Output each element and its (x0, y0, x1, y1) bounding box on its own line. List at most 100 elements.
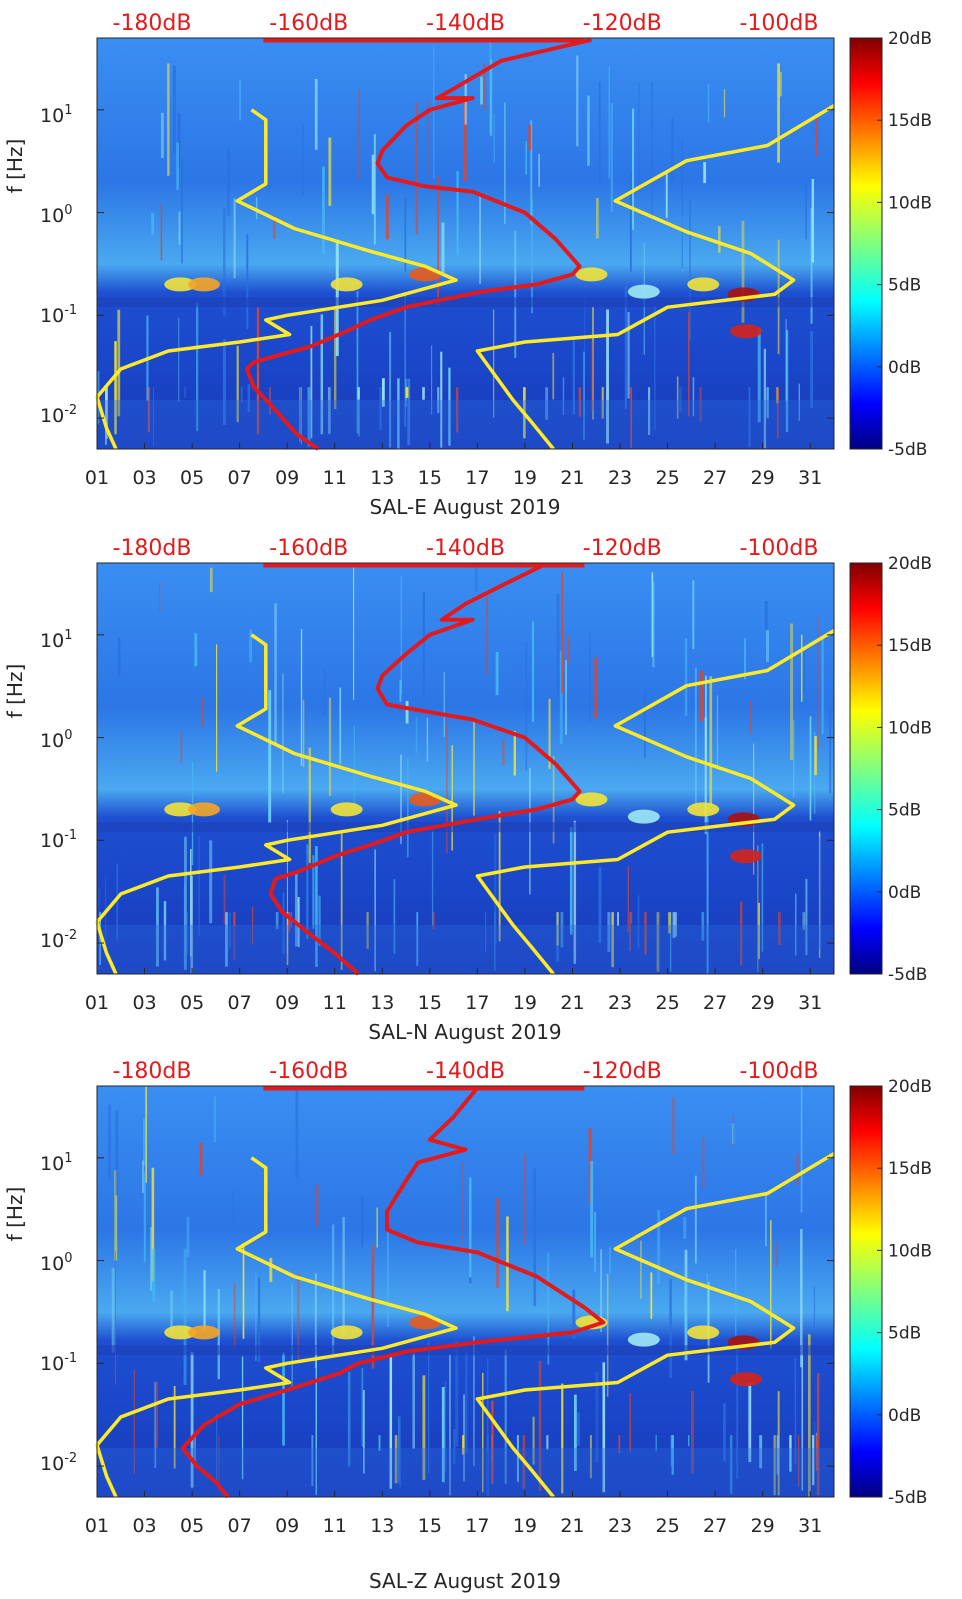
x-tick-label: 05 (180, 992, 204, 1014)
colorbar-label: 5dB (888, 276, 921, 296)
low-energy-band (97, 822, 834, 833)
x-tick-label: 31 (798, 1515, 822, 1537)
energy-hotspot (730, 1372, 763, 1387)
energy-hotspot (187, 1325, 220, 1340)
db-scale-label: -140dB (426, 1059, 505, 1084)
y-tick-label: 10-1 (40, 828, 77, 852)
db-scale-label: -160dB (269, 11, 348, 36)
x-tick-label: 27 (703, 467, 727, 489)
low-energy-band (97, 924, 834, 974)
spectrogram-hotspots (97, 267, 834, 449)
x-tick-label: 13 (370, 1515, 394, 1537)
colorbar-label: 10dB (888, 1241, 932, 1261)
db-scale-label: -120dB (583, 536, 662, 561)
x-tick-label: 19 (513, 467, 537, 489)
colorbar-label: 20dB (888, 1077, 932, 1097)
db-scale-label: -140dB (426, 11, 505, 36)
x-tick-label: 21 (560, 992, 584, 1014)
plot-frame (96, 37, 835, 450)
db-scale-label: -140dB (426, 536, 505, 561)
y-tick-label: 10-1 (40, 1351, 77, 1375)
plot-frame (96, 562, 835, 975)
energy-hotspot (164, 1325, 197, 1340)
x-tick-label: 21 (560, 467, 584, 489)
top-db-scale: -180dB -160dB -140dB -120dB -100dB (113, 1059, 819, 1084)
y-tick-label: 101 (40, 1151, 72, 1175)
x-tick-label: 19 (513, 992, 537, 1014)
x-tick-label: 01 (85, 1515, 109, 1537)
y-tick-label: 101 (40, 628, 72, 652)
x-axis: 01 03 05 07 09 11 13 15 17 19 21 23 25 27 29 31 (85, 1491, 822, 1537)
y-tick-label: 10-2 (40, 1451, 77, 1475)
x-axis-title: SAL-Z August 2019 (369, 1569, 561, 1593)
colorbar: 20dB 15dB 10dB 5dB 0dB -5dB (849, 29, 932, 460)
x-tick-label: 25 (655, 467, 679, 489)
colorbar-label: 0dB (888, 1406, 921, 1426)
x-tick-label: 05 (180, 1515, 204, 1537)
db-scale-label: -100dB (740, 1059, 819, 1084)
x-tick-label: 31 (798, 992, 822, 1014)
x-tick-label: 11 (323, 992, 347, 1014)
energy-hotspot (627, 809, 660, 824)
x-tick-label: 03 (132, 1515, 156, 1537)
x-axis: 01 03 05 07 09 11 13 15 17 19 21 23 25 27 29 31 (85, 443, 822, 489)
colorbar-label: 10dB (888, 718, 932, 738)
x-tick-label: 29 (751, 467, 775, 489)
x-tick-label: 25 (655, 1515, 679, 1537)
energy-hotspot (330, 1325, 363, 1340)
colorbar-gradient (849, 562, 883, 975)
colorbar-label: 15dB (888, 636, 932, 656)
noise-model-curve (95, 1156, 458, 1498)
x-tick-label: 31 (798, 467, 822, 489)
db-scale-label: -180dB (113, 1059, 192, 1084)
energy-hotspot (627, 284, 660, 299)
x-tick-label: 01 (85, 992, 109, 1014)
y-tick-label: 101 (40, 103, 72, 127)
energy-hotspot (164, 802, 197, 817)
low-energy-band (97, 297, 834, 308)
x-tick-label: 09 (275, 467, 299, 489)
series-layer (95, 562, 835, 976)
colorbar-label: -5dB (888, 1488, 927, 1508)
x-axis-title: SAL-E August 2019 (370, 495, 561, 519)
noise-model-curve (95, 108, 458, 450)
x-tick-label: 13 (370, 467, 394, 489)
response-curve (244, 37, 592, 451)
noise-model-curve (95, 633, 458, 975)
db-scale-label: -100dB (740, 536, 819, 561)
x-tick-label: 17 (465, 1515, 489, 1537)
spectrogram-streaks (108, 1086, 820, 1497)
energy-hotspot (575, 792, 608, 807)
x-tick-label: 23 (608, 467, 632, 489)
x-axis-title: SAL-N August 2019 (368, 1020, 561, 1044)
colorbar-gradient (849, 37, 883, 450)
colorbar: 20dB 15dB 10dB 5dB 0dB -5dB (849, 554, 932, 985)
x-tick-label: 01 (85, 467, 109, 489)
y-tick-label: 100 (40, 728, 72, 752)
db-scale-label: -160dB (269, 536, 348, 561)
x-tick-label: 07 (228, 992, 252, 1014)
db-scale-label: -120dB (583, 1059, 662, 1084)
colorbar-gradient (849, 1085, 883, 1498)
y-axis-title: f [Hz] (3, 1187, 27, 1242)
colorbar-label: 20dB (888, 29, 932, 49)
y-tick-label: 100 (40, 203, 72, 227)
y-axis: 10-2 10-1 100 101 (40, 1151, 834, 1475)
x-tick-label: 05 (180, 467, 204, 489)
x-tick-label: 15 (418, 1515, 442, 1537)
x-tick-label: 11 (323, 1515, 347, 1537)
db-scale-label: -160dB (269, 1059, 348, 1084)
colorbar-label: -5dB (888, 440, 927, 460)
x-tick-label: 07 (228, 1515, 252, 1537)
colorbar-label: 0dB (888, 883, 921, 903)
energy-hotspot (575, 267, 608, 282)
low-energy-band (97, 399, 834, 449)
colorbar-label: 15dB (888, 1159, 932, 1179)
y-tick-label: 100 (40, 1251, 72, 1275)
y-tick-label: 10-2 (40, 403, 77, 427)
x-tick-label: 13 (370, 992, 394, 1014)
spectrogram-hotspots (97, 792, 834, 974)
db-scale-label: -180dB (113, 536, 192, 561)
spectrogram-streaks (97, 41, 817, 449)
